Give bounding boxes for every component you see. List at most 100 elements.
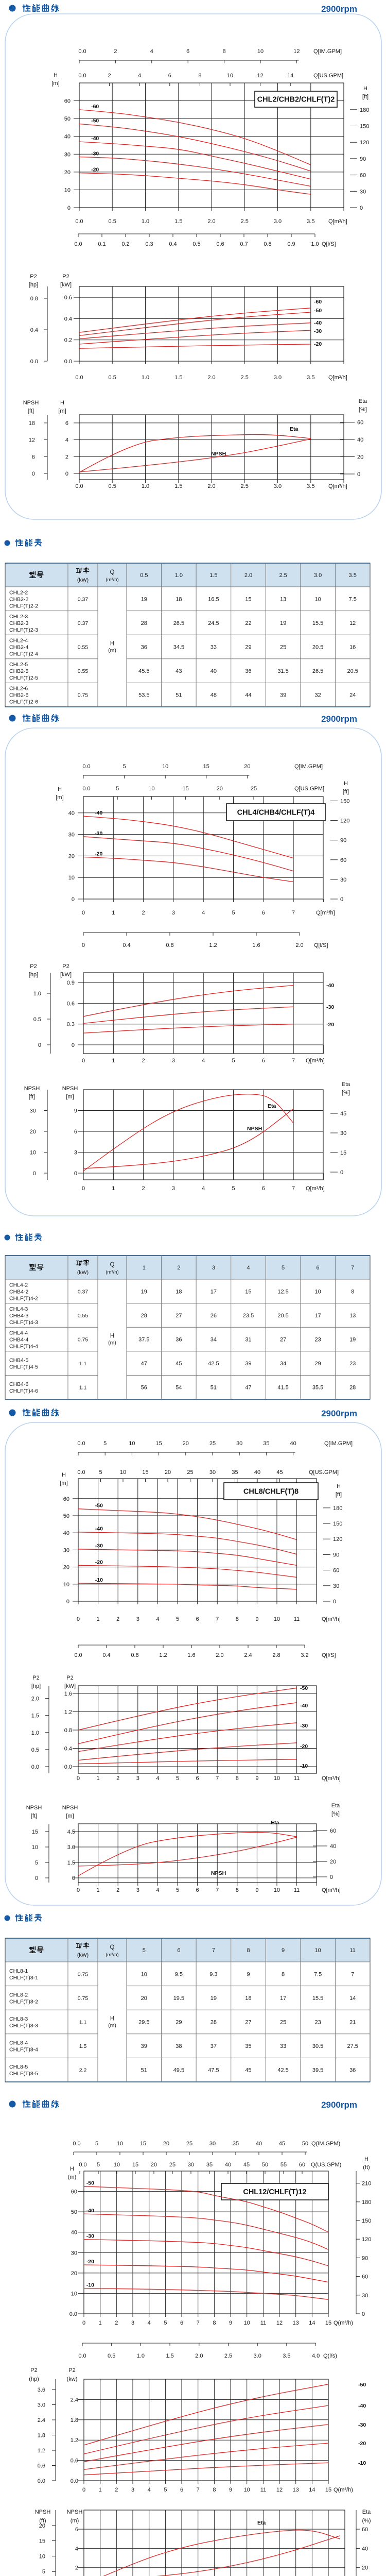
- svg-text:CHL4-2: CHL4-2: [9, 1282, 28, 1288]
- svg-text:8: 8: [236, 1616, 239, 1622]
- svg-text:4: 4: [247, 1265, 250, 1271]
- svg-text:3: 3: [131, 2487, 134, 2493]
- svg-text:0.0: 0.0: [64, 359, 72, 365]
- svg-text:30: 30: [360, 189, 366, 195]
- svg-text:29: 29: [314, 1361, 321, 1367]
- svg-text:40: 40: [210, 668, 217, 674]
- svg-text:40: 40: [362, 2546, 368, 2552]
- svg-text:30: 30: [333, 1583, 339, 1589]
- svg-text:-20: -20: [91, 167, 99, 173]
- svg-text:-40: -40: [314, 320, 322, 326]
- svg-text:25: 25: [169, 2162, 176, 2168]
- svg-text:7: 7: [216, 1775, 219, 1782]
- svg-text:CHL2-3: CHL2-3: [9, 614, 28, 620]
- svg-text:Q[m³/h]: Q[m³/h]: [306, 1185, 325, 1192]
- svg-text:120: 120: [340, 818, 349, 824]
- svg-text:0: 0: [66, 1599, 69, 1605]
- svg-text:90: 90: [340, 838, 346, 844]
- svg-text:8: 8: [351, 1289, 354, 1295]
- svg-text:49.5: 49.5: [173, 2067, 184, 2074]
- svg-text:34: 34: [210, 1337, 217, 1343]
- svg-text:6: 6: [196, 1775, 199, 1782]
- svg-text:14: 14: [349, 1995, 356, 2002]
- svg-text:6: 6: [168, 73, 171, 79]
- svg-text:54: 54: [176, 1385, 182, 1391]
- svg-text:Q[m³/h]: Q[m³/h]: [328, 483, 347, 489]
- svg-text:20: 20: [39, 2523, 45, 2529]
- svg-text:CHL8-2: CHL8-2: [9, 1992, 28, 1998]
- svg-text:-50: -50: [300, 1685, 308, 1691]
- svg-text:10: 10: [274, 1616, 280, 1622]
- svg-text:35: 35: [232, 1469, 238, 1476]
- svg-text:Q(m³/h): Q(m³/h): [334, 2320, 353, 2326]
- svg-text:6: 6: [180, 2320, 183, 2326]
- svg-text:20: 20: [151, 2162, 157, 2168]
- svg-text:12: 12: [349, 620, 356, 626]
- svg-text:9: 9: [247, 1971, 250, 1977]
- svg-text:28: 28: [210, 2020, 217, 2026]
- svg-text:0.5: 0.5: [31, 1747, 39, 1753]
- svg-text:24.5: 24.5: [208, 620, 219, 626]
- svg-text:3.6: 3.6: [38, 2387, 45, 2393]
- svg-text:56: 56: [141, 1385, 147, 1391]
- svg-text:0.6: 0.6: [64, 295, 72, 301]
- svg-text:12: 12: [276, 2320, 283, 2326]
- svg-text:30: 30: [68, 832, 75, 838]
- svg-text:19.5: 19.5: [173, 1995, 184, 2002]
- svg-text:3.5: 3.5: [307, 483, 314, 489]
- svg-text:5: 5: [164, 2320, 167, 2326]
- svg-text:0.0: 0.0: [77, 1440, 85, 1447]
- svg-text:1.1: 1.1: [79, 1361, 87, 1367]
- svg-text:50: 50: [71, 2209, 77, 2215]
- svg-text:0: 0: [35, 1875, 38, 1882]
- svg-text:15: 15: [245, 596, 251, 602]
- svg-text:Q[IM.GPM]: Q[IM.GPM]: [294, 764, 323, 770]
- svg-text:8: 8: [282, 1971, 285, 1977]
- svg-text:0.0: 0.0: [31, 1764, 39, 1770]
- svg-text:36: 36: [349, 2067, 356, 2074]
- svg-text:-30: -30: [86, 2233, 94, 2240]
- svg-text:14: 14: [309, 2320, 315, 2326]
- svg-text:19: 19: [280, 620, 286, 626]
- svg-text:-30: -30: [300, 1723, 308, 1729]
- svg-text:39: 39: [141, 2043, 147, 2049]
- svg-text:15: 15: [325, 2320, 331, 2326]
- svg-text:2: 2: [65, 454, 68, 460]
- svg-text:1.0: 1.0: [142, 218, 149, 225]
- svg-text:15: 15: [39, 2538, 45, 2545]
- svg-text:0.0: 0.0: [82, 786, 90, 792]
- svg-text:Eta: Eta: [331, 1803, 340, 1809]
- svg-text:20: 20: [64, 170, 71, 176]
- svg-text:0.55: 0.55: [78, 668, 89, 674]
- svg-text:39: 39: [245, 1361, 251, 1367]
- svg-text:8: 8: [236, 1887, 239, 1893]
- svg-text:2: 2: [114, 48, 117, 55]
- svg-text:40: 40: [225, 2162, 231, 2168]
- svg-text:3.5: 3.5: [283, 2353, 290, 2359]
- svg-text:[ft]: [ft]: [343, 789, 349, 795]
- svg-text:9: 9: [255, 1887, 258, 1893]
- svg-text:Q[IM.GPM]: Q[IM.GPM]: [324, 1440, 353, 1447]
- svg-text:47: 47: [245, 1385, 251, 1391]
- svg-text:9.3: 9.3: [209, 1971, 217, 1977]
- svg-text:0.8: 0.8: [64, 1727, 72, 1734]
- svg-text:40: 40: [254, 1469, 260, 1476]
- svg-text:1.0: 1.0: [142, 483, 149, 489]
- svg-text:[m]: [m]: [51, 80, 59, 87]
- svg-text:2900rpm: 2900rpm: [321, 1409, 357, 1418]
- svg-text:-20: -20: [314, 341, 322, 347]
- svg-text:2: 2: [142, 910, 145, 916]
- svg-text:8: 8: [236, 1775, 239, 1782]
- svg-text:1.5: 1.5: [166, 2353, 173, 2359]
- svg-text:1: 1: [97, 1616, 100, 1622]
- svg-text:0.4: 0.4: [122, 942, 130, 948]
- svg-text:0: 0: [67, 205, 71, 211]
- svg-text:CHLF(T)2-6: CHLF(T)2-6: [9, 699, 38, 705]
- svg-text:7: 7: [216, 1616, 219, 1622]
- svg-text:20: 20: [330, 1859, 336, 1865]
- svg-text:0: 0: [82, 942, 85, 948]
- svg-text:7: 7: [351, 1265, 354, 1271]
- svg-text:0.4: 0.4: [64, 1746, 72, 1752]
- svg-text:NPSH: NPSH: [26, 1805, 42, 1811]
- svg-text:5: 5: [232, 1185, 235, 1192]
